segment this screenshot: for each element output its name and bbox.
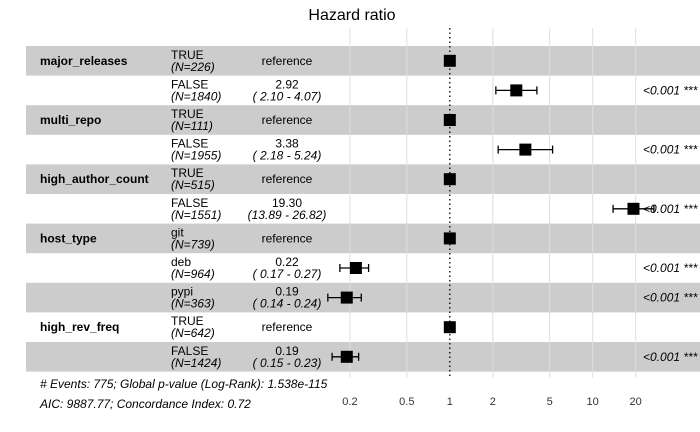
estimate-label: 0.19 [275,285,299,299]
group-n: (N=964) [171,267,215,281]
group-n: (N=515) [171,178,215,192]
variable-name: major_releases [40,54,128,68]
p-value: <0.001 *** [643,291,698,305]
level-label: pypi [171,285,193,299]
group-n: (N=642) [171,326,215,340]
row-band [26,282,700,313]
ci-label: ( 0.14 - 0.24) [253,297,322,311]
p-value: <0.001 *** [643,83,698,97]
chart-title: Hazard ratio [308,7,395,24]
level-label: FALSE [171,137,208,151]
estimate-label: 0.22 [275,255,299,269]
row-labels: major_releases TRUE(N=226) referenceFALSE(… [40,48,698,370]
variable-name: host_type [40,231,97,245]
group-n: (N=1840) [171,89,221,103]
hazard-ratio-marker [340,350,353,363]
estimate-label: reference [262,320,313,334]
group-n: (N=739) [171,237,215,251]
hazard-ratio-marker [340,291,353,304]
hazard-ratio-marker [510,84,523,97]
x-tick-label: 1 [447,396,453,408]
level-label: FALSE [171,196,208,210]
footer-aic: AIC: 9887.77; Concordance Index: 0.72 [39,397,251,411]
ci-label: ( 2.18 - 5.24) [253,149,322,163]
row-band [26,342,700,372]
row-band [26,164,700,194]
variable-name: multi_repo [40,113,101,127]
x-tick-label: 20 [630,396,642,408]
hazard-ratio-marker [627,202,640,215]
estimate-label: reference [262,172,313,186]
group-n: (N=1424) [171,356,221,370]
hazard-ratio-marker [519,143,532,156]
group-n: (N=226) [171,60,215,74]
variable-name: high_rev_freq [40,320,119,334]
ci-label: ( 0.15 - 0.23) [253,356,322,370]
hazard-ratio-marker [443,54,456,67]
p-value: <0.001 *** [643,202,698,216]
footer-events: # Events: 775; Global p-value (Log-Rank)… [40,377,328,391]
level-label: deb [171,255,191,269]
level-label: TRUE [171,48,204,62]
x-axis-ticks: 0.2 0.5 1 2 5 10 20 [342,396,642,408]
variable-name: high_author_count [40,172,149,186]
p-value: <0.001 *** [643,350,698,364]
hazard-ratio-marker [349,262,362,274]
group-n: (N=111) [171,119,213,133]
x-tick-label: 2 [490,396,496,408]
level-label: FALSE [171,77,208,91]
estimate-label: 2.92 [275,77,299,91]
hazard-ratio-marker [443,114,456,126]
hazard-ratio-marker [443,232,456,245]
p-value: <0.001 *** [643,261,698,275]
level-label: TRUE [171,107,204,121]
x-tick-label: 10 [587,396,599,408]
level-label: FALSE [171,344,208,358]
x-tick-label: 0.5 [399,396,414,408]
level-label: TRUE [171,314,204,328]
estimate-label: reference [262,113,313,127]
row-bands [26,46,700,372]
gridlines [349,28,637,378]
group-n: (N=363) [171,297,215,311]
estimate-label: reference [262,231,313,245]
row-band [26,46,700,76]
x-tick-label: 0.2 [342,396,357,408]
p-value: <0.001 *** [643,143,698,157]
hazard-ratio-marker [443,321,456,334]
group-n: (N=1551) [171,208,221,222]
ci-label: (13.89 - 26.82) [248,208,327,222]
estimate-label: 0.19 [275,344,299,358]
row-band [26,105,700,135]
estimate-label: 3.38 [275,137,299,151]
estimate-label: reference [262,54,313,68]
group-n: (N=1955) [171,149,221,163]
x-tick-label: 5 [547,396,553,408]
level-label: git [171,225,184,239]
hazard-ratio-marker [443,173,456,186]
row-band [26,223,700,254]
ci-label: ( 2.10 - 4.07) [253,89,322,103]
hazard-marks [327,54,655,363]
level-label: TRUE [171,166,204,180]
estimate-label: 19.30 [272,196,302,210]
ci-label: ( 0.17 - 0.27) [253,267,322,281]
